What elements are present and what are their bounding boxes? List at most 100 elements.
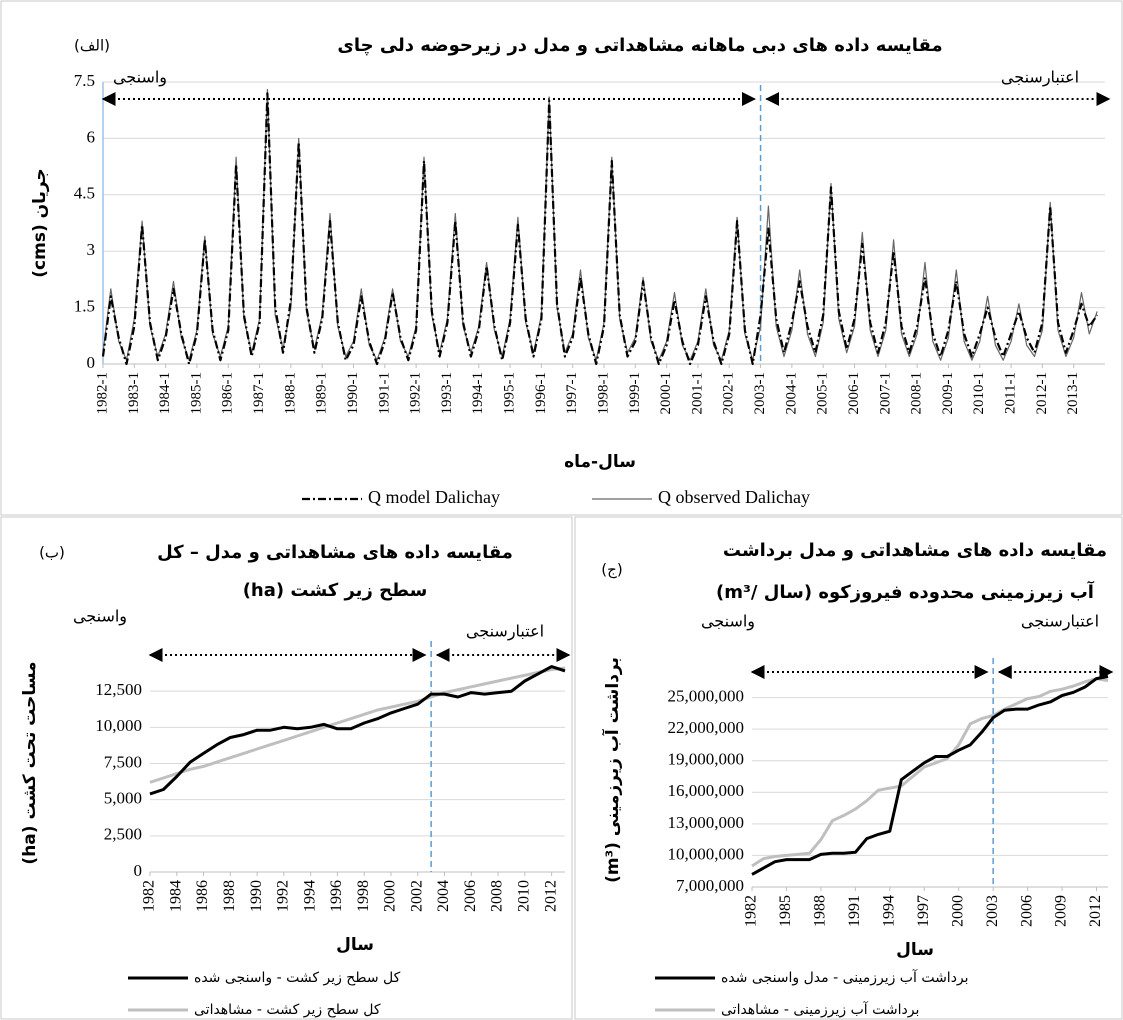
chart-title: مقایسه داده های مشاهداتی و مدل برداشت [723, 540, 1107, 561]
y-tick-label: 25,000,000 [668, 686, 745, 705]
x-tick-label: 2002-1 [721, 372, 737, 415]
y-tick-label: 2,500 [104, 825, 142, 844]
x-tick-label: 1994 [301, 880, 318, 912]
y-tick-label: 5,000 [104, 789, 142, 808]
x-tick-label: 1988 [221, 880, 238, 912]
x-tick-label: 1998 [355, 880, 372, 912]
x-tick-label: 2004 [435, 880, 452, 912]
y-tick-label: 7,000,000 [676, 876, 744, 895]
x-tick-label: 1990 [248, 880, 265, 912]
series-line [149, 665, 566, 796]
panel-label: (الف) [74, 37, 110, 55]
y-tick-label: 7.5 [74, 71, 95, 90]
x-tick-label: 1984 [167, 880, 184, 912]
panel-border [0, 516, 573, 1020]
series-line [751, 675, 1109, 876]
annotation: واسنجی [113, 68, 167, 88]
x-tick-label: 1989-1 [314, 372, 330, 415]
series-line [101, 92, 1099, 366]
y-tick-label: 4.5 [74, 184, 95, 203]
legend-label: برداشت آب زیرزمینی - مدل واسنجی شده [721, 969, 969, 986]
y-tick-label: 10,000,000 [668, 844, 745, 863]
x-tick-label: 1996 [328, 880, 345, 912]
y-axis-title: مساحت تحت کشت (ha) [20, 661, 40, 864]
y-tick-label: 6 [87, 127, 96, 146]
y-tick-label: 16,000,000 [668, 781, 745, 800]
panel-border [574, 516, 1123, 1020]
x-tick-label: 2011-1 [1003, 372, 1019, 414]
x-tick-label: 1982 [743, 895, 760, 927]
x-tick-label: 1982-1 [94, 372, 110, 415]
chart-title: آب زیرزمینی محدوده فیروزکوه (سال /m³) [716, 580, 1095, 603]
x-axis-title: سال-ماه [564, 452, 636, 472]
y-tick-label: 3 [87, 240, 96, 259]
x-axis-title: سال [336, 935, 374, 955]
x-tick-label: 1991 [846, 895, 863, 927]
legend-label: Q model Dalichay [368, 487, 500, 507]
y-axis-title: برداشت آب زیرزمینی (m³) [601, 657, 623, 883]
x-tick-label: 2002 [408, 880, 425, 912]
series-line [751, 677, 1109, 868]
x-tick-label: 1985-1 [188, 372, 204, 415]
legend-label: کل سطح زیر کشت - مشاهداتی [194, 1002, 381, 1018]
x-tick-label: 2010 [516, 880, 533, 912]
x-tick-label: 1988-1 [282, 372, 298, 415]
x-tick-label: 1997-1 [564, 372, 580, 415]
panel-label: (ب) [39, 544, 65, 562]
x-tick-label: 1995-1 [502, 372, 518, 415]
series-line [149, 666, 566, 784]
x-tick-label: 1986 [194, 880, 211, 912]
y-tick-label: 22,000,000 [668, 718, 745, 737]
x-tick-label: 2006-1 [846, 372, 862, 415]
x-tick-label: 2005-1 [815, 372, 831, 415]
series-line [102, 88, 1098, 361]
annotation: اعتبارسنجی [1001, 68, 1079, 88]
x-tick-label: 2000 [382, 880, 399, 912]
x-tick-label: 2001-1 [689, 372, 705, 415]
annotation: واسنجی [701, 612, 755, 632]
y-tick-label: 12,500 [95, 680, 142, 699]
x-tick-label: 1983-1 [126, 372, 142, 415]
x-tick-label: 1988 [812, 895, 829, 927]
x-tick-label: 2012-1 [1034, 372, 1050, 415]
y-tick-label: 0 [134, 861, 143, 880]
x-tick-label: 1997 [915, 895, 932, 927]
x-tick-label: 2003 [984, 895, 1001, 927]
annotation: اعتبارسنجی [466, 622, 544, 642]
annotation: اعتبارسنجی [1021, 612, 1099, 632]
panel-label: (ج) [601, 561, 622, 580]
chart-title: سطح زیر کشت (ha) [243, 580, 428, 601]
x-tick-label: 1982 [141, 880, 158, 912]
x-tick-label: 1986-1 [220, 372, 236, 415]
x-tick-label: 2006 [1018, 895, 1035, 927]
x-tick-label: 2009-1 [940, 372, 956, 415]
y-tick-label: 7,500 [104, 752, 142, 771]
x-tick-label: 2008-1 [909, 372, 925, 415]
x-tick-label: 1992-1 [408, 372, 424, 415]
y-axis-title: جریان (cms) [30, 168, 50, 278]
x-tick-label: 2012 [542, 880, 559, 912]
x-tick-label: 2012 [1087, 895, 1104, 927]
x-tick-label: 1994-1 [470, 372, 486, 415]
x-tick-label: 1990-1 [345, 372, 361, 415]
x-tick-label: 1994 [880, 895, 897, 927]
y-tick-label: 19,000,000 [668, 750, 745, 769]
x-tick-label: 1996-1 [533, 372, 549, 415]
x-tick-label: 2000 [949, 895, 966, 927]
x-tick-label: 2004-1 [783, 372, 799, 415]
x-tick-label: 2010-1 [971, 372, 987, 415]
chart-title: مقایسه داده های مشاهداتی و مدل – کل [157, 542, 513, 563]
x-tick-label: 2003-1 [752, 372, 768, 415]
annotation: واسنجی [73, 607, 127, 627]
panel-border [0, 0, 1123, 516]
x-tick-label: 1992 [275, 880, 292, 912]
x-tick-label: 1991-1 [376, 372, 392, 415]
x-tick-label: 1985 [777, 895, 794, 927]
y-tick-label: 1.5 [74, 297, 95, 316]
x-tick-label: 2006 [462, 880, 479, 912]
legend-label: کل سطح زیر کشت - واسنجی شده [194, 970, 401, 986]
x-tick-label: 1998-1 [595, 372, 611, 415]
x-tick-label: 1987-1 [251, 372, 267, 415]
x-tick-label: 2013-1 [1065, 372, 1081, 415]
